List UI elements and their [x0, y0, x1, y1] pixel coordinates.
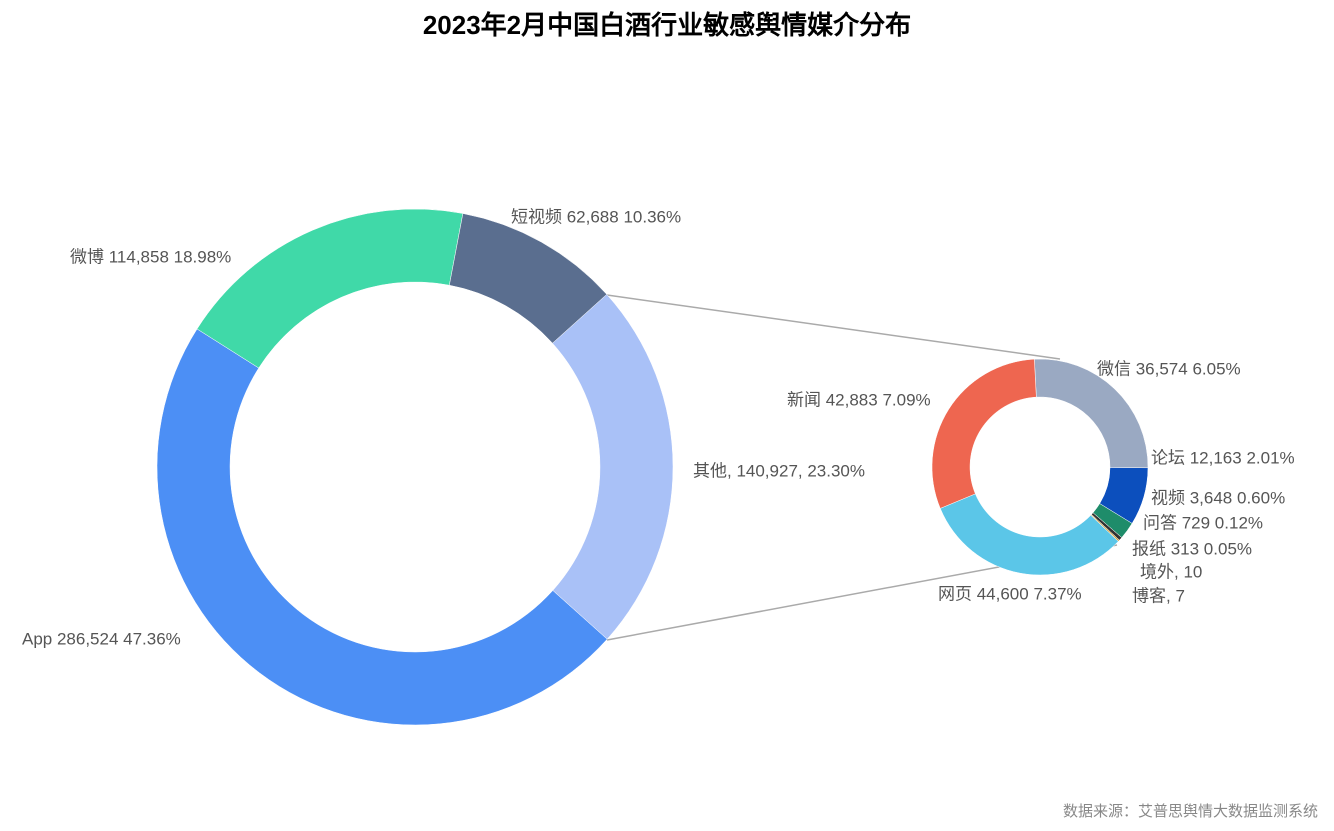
data-label: App 286,524 47.36%: [22, 629, 181, 648]
donut-segment: [552, 294, 674, 640]
data-label: 视频 3,648 0.60%: [1151, 488, 1285, 507]
chart-title: 2023年2月中国白酒行业敏感舆情媒介分布: [423, 10, 911, 40]
connector-line: [606, 294, 1061, 360]
donut-segment: [156, 328, 608, 726]
data-label: 论坛 12,163 2.01%: [1151, 448, 1295, 467]
donut-segment: [196, 208, 464, 369]
data-label: 报纸 313 0.05%: [1132, 539, 1252, 558]
data-label: 微信 36,574 6.05%: [1097, 359, 1241, 378]
data-label: 微博 114,858 18.98%: [70, 247, 231, 266]
donut-segment: [931, 358, 1037, 509]
data-label: 短视频 62,688 10.36%: [511, 207, 681, 226]
data-label: 博客, 7: [1132, 586, 1185, 605]
data-label: 境外, 10: [1140, 562, 1202, 581]
source-note: 数据来源：艾普思舆情大数据监测系统: [1063, 803, 1318, 820]
data-label: 新闻 42,883 7.09%: [787, 390, 931, 409]
donut-segment: [939, 493, 1119, 576]
data-label: 问答 729 0.12%: [1143, 513, 1263, 532]
data-label: 其他, 140,927, 23.30%: [693, 461, 865, 480]
data-label: 网页 44,600 7.37%: [938, 584, 1082, 603]
donut-segment: [449, 213, 608, 344]
